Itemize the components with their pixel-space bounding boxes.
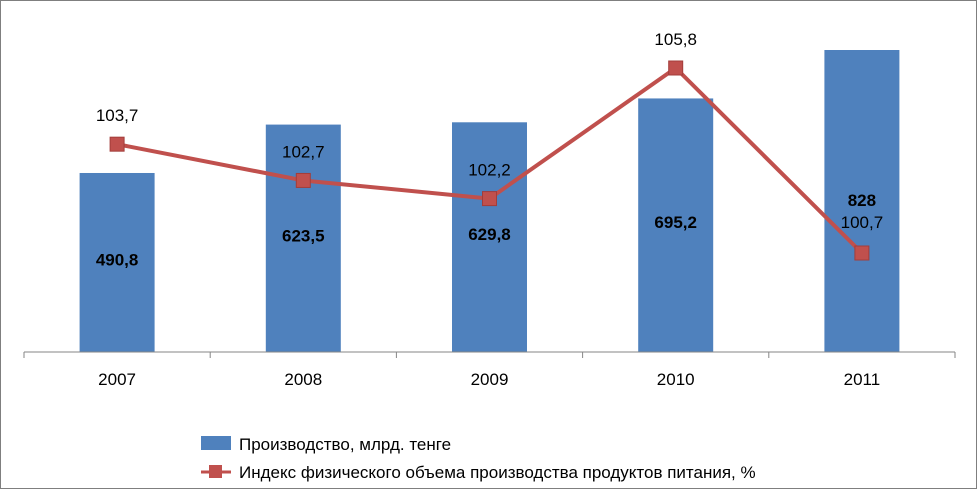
- bar-2007: [79, 172, 155, 352]
- x-tick-label-2011: 2011: [844, 370, 881, 389]
- legend-label-bar: Производство, млрд. тенге: [239, 435, 451, 454]
- bar-2011: [824, 50, 900, 352]
- line-label-2007: 103,7: [96, 106, 139, 125]
- line-label-2009: 102,2: [468, 161, 511, 180]
- line-point-2011: [854, 245, 870, 261]
- line-label-2008: 102,7: [282, 142, 325, 161]
- bar-2008: [265, 124, 341, 352]
- legend-swatch-bar: [201, 436, 231, 450]
- x-axis: 2007 2008 2009 2010 2011: [23, 351, 956, 389]
- line-point-2009: [482, 191, 497, 207]
- bar-2010: [638, 98, 714, 353]
- line-point-2010: [668, 60, 684, 76]
- bar-label-2008: 623,5: [282, 226, 325, 245]
- x-tick-label-2008: 2008: [284, 370, 322, 389]
- line-label-2010: 105,8: [654, 30, 697, 49]
- legend-swatch-marker: [209, 465, 222, 478]
- bar-label-2007: 490,8: [96, 250, 139, 269]
- line-point-2008: [295, 172, 311, 188]
- bar-label-2011: 828: [848, 191, 876, 210]
- x-tick-label-2010: 2010: [657, 370, 695, 389]
- bar-series: [79, 50, 900, 353]
- line-series: [109, 60, 870, 261]
- x-tick-label-2007: 2007: [98, 370, 136, 389]
- legend: Производство, млрд. тенге Индекс физичес…: [201, 435, 756, 482]
- line-label-2011: 100,7: [841, 213, 884, 232]
- legend-label-line: Индекс физического объема производства п…: [239, 463, 756, 482]
- bar-label-2010: 695,2: [654, 213, 697, 232]
- line-point-2007: [109, 136, 125, 152]
- x-tick-label-2009: 2009: [471, 370, 509, 389]
- bar-label-2009: 629,8: [468, 225, 511, 244]
- data-labels: 490,8 623,5 629,8 695,2 828 103,7 102,7 102,2 10…: [96, 30, 883, 269]
- bar-2009: [452, 122, 527, 352]
